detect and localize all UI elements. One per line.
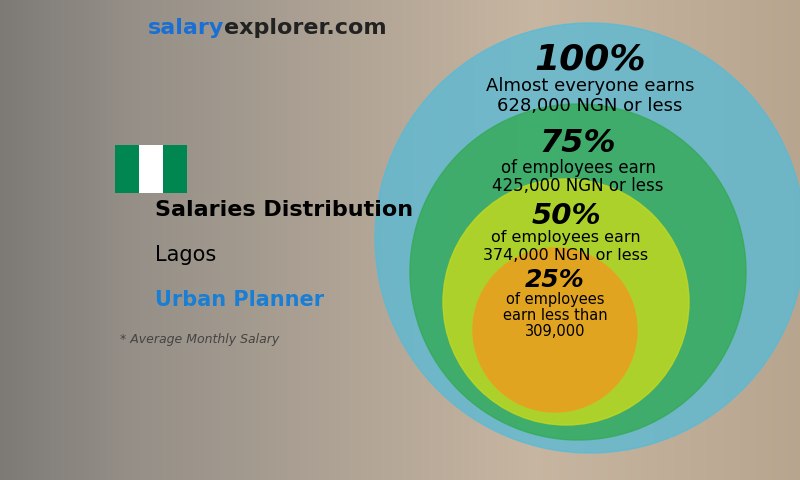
Circle shape	[473, 248, 637, 412]
Circle shape	[443, 179, 689, 425]
Text: 25%: 25%	[525, 268, 585, 292]
Bar	[115, 145, 139, 193]
Text: earn less than: earn less than	[502, 308, 607, 323]
Text: explorer.com: explorer.com	[224, 18, 386, 38]
Text: of employees earn: of employees earn	[501, 159, 655, 177]
Text: 628,000 NGN or less: 628,000 NGN or less	[498, 96, 682, 115]
Circle shape	[410, 104, 746, 440]
Circle shape	[375, 23, 800, 453]
Text: 100%: 100%	[534, 42, 646, 76]
Text: 50%: 50%	[531, 202, 601, 230]
Text: of employees: of employees	[506, 292, 604, 307]
Text: Urban Planner: Urban Planner	[155, 290, 324, 310]
Text: 309,000: 309,000	[525, 324, 586, 339]
Text: 425,000 NGN or less: 425,000 NGN or less	[492, 177, 664, 195]
Text: 374,000 NGN or less: 374,000 NGN or less	[483, 248, 649, 263]
Bar	[163, 145, 187, 193]
Text: 75%: 75%	[540, 128, 616, 159]
Text: of employees earn: of employees earn	[491, 230, 641, 245]
Text: Lagos: Lagos	[155, 245, 216, 265]
Text: Salaries Distribution: Salaries Distribution	[155, 200, 413, 220]
Text: Almost everyone earns: Almost everyone earns	[486, 77, 694, 95]
Bar	[139, 145, 163, 193]
Text: * Average Monthly Salary: * Average Monthly Salary	[120, 334, 279, 347]
Text: salary: salary	[148, 18, 224, 38]
